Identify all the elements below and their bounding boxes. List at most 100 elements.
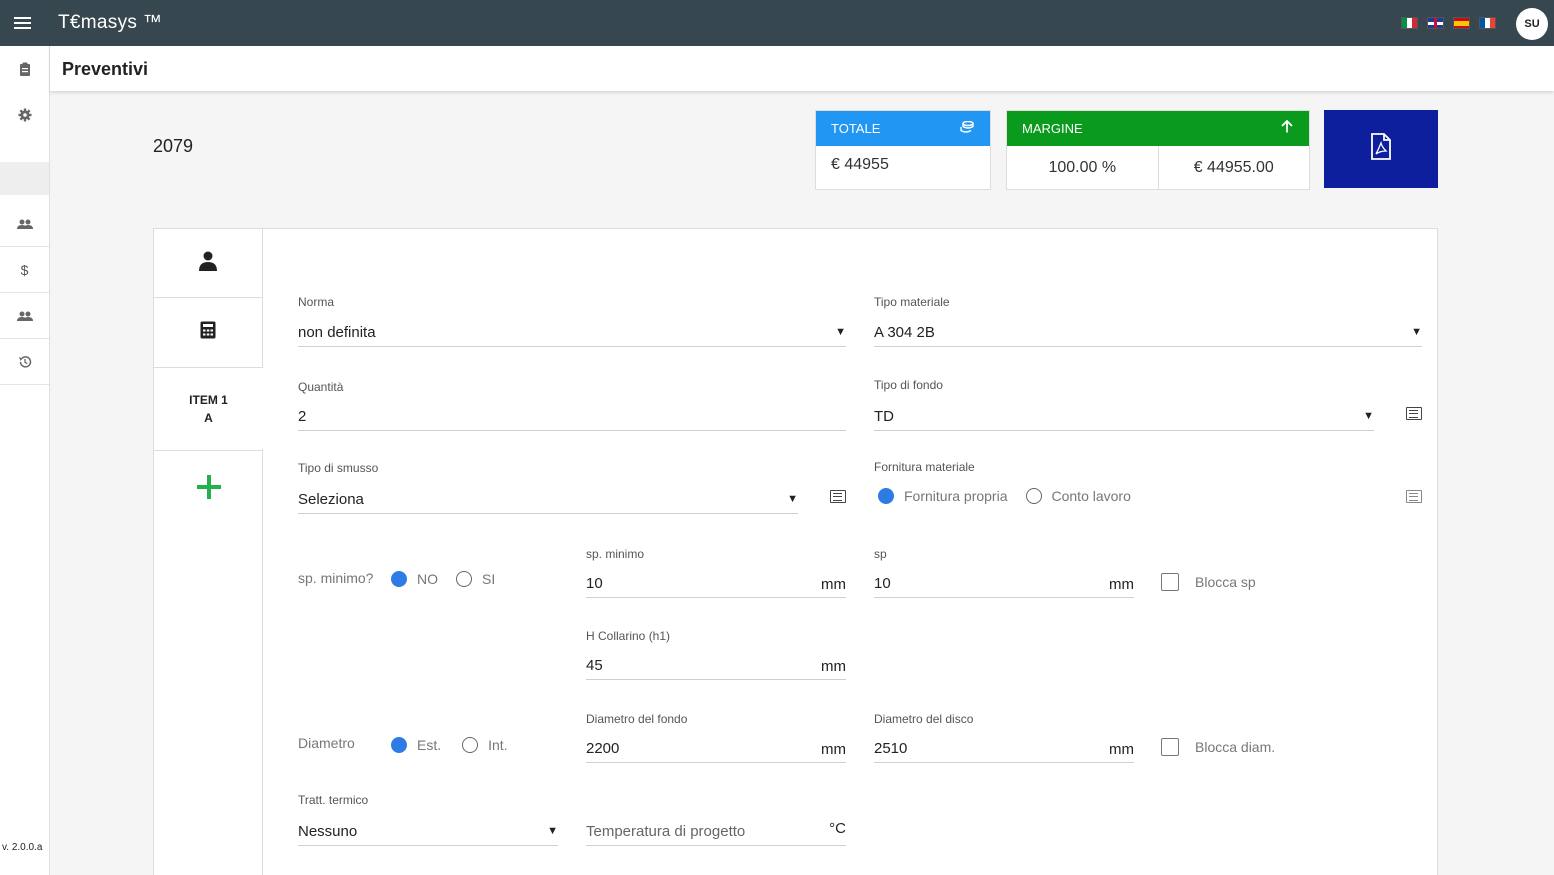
- tab-item-1[interactable]: ITEM 1 A: [154, 368, 263, 451]
- diametro-fondo-input-wrap[interactable]: 2200 mm: [586, 735, 846, 763]
- dollar-icon[interactable]: $: [0, 247, 49, 293]
- quote-item-panel: ITEM 1 A Norma non definita Tipo materia…: [153, 228, 1438, 875]
- language-flags: [1401, 17, 1496, 29]
- pdf-file-icon: [1370, 133, 1392, 165]
- blocca-sp-checkbox[interactable]: [1161, 573, 1179, 591]
- h-collarino-input-wrap[interactable]: 45 mm: [586, 652, 846, 680]
- fornitura-list-icon[interactable]: [1406, 490, 1422, 503]
- sp-input-wrap[interactable]: 10 mm: [874, 570, 1134, 598]
- sp-minimo-input-wrap[interactable]: 10 mm: [586, 570, 846, 598]
- h-collarino-field[interactable]: H Collarino (h1) 45 mm: [586, 629, 846, 680]
- tratt-termico-select[interactable]: Tratt. termico Nessuno: [298, 793, 558, 846]
- flag-es-icon[interactable]: [1453, 17, 1470, 29]
- page-title: Preventivi: [62, 59, 149, 79]
- norma-value[interactable]: non definita: [298, 319, 846, 347]
- tipo-smusso-list-icon[interactable]: [830, 490, 846, 503]
- tratt-termico-label: Tratt. termico: [298, 793, 369, 807]
- quantita-field[interactable]: Quantità 2: [298, 380, 846, 431]
- tipo-materiale-select[interactable]: Tipo materiale A 304 2B: [874, 295, 1422, 347]
- norma-select[interactable]: Norma non definita: [298, 295, 846, 347]
- tab-customer[interactable]: [154, 229, 263, 298]
- history-icon[interactable]: [0, 339, 49, 385]
- app-title: T€masys ™: [58, 12, 163, 33]
- conto-lavoro-radio[interactable]: [1025, 488, 1042, 504]
- diametro-disco-input-wrap[interactable]: 2510 mm: [874, 735, 1134, 763]
- diametro-radio-group: Est. Int.: [391, 737, 508, 753]
- sidebar-active-highlight: [0, 162, 49, 195]
- diametro-fondo-field[interactable]: Diametro del fondo 2200 mm: [586, 712, 846, 763]
- diametro-int-label: Int.: [488, 737, 508, 753]
- totale-value: € 44955: [831, 156, 889, 173]
- flag-uk-icon[interactable]: [1427, 17, 1444, 29]
- sp-minimo-si-radio[interactable]: [456, 571, 472, 587]
- sp-unit: mm: [1109, 576, 1134, 593]
- flag-fr-icon[interactable]: [1479, 17, 1496, 29]
- sp-minimo-input[interactable]: 10: [586, 575, 603, 592]
- diametro-disco-unit: mm: [1109, 741, 1134, 758]
- people-icon[interactable]: [0, 201, 49, 247]
- sp-minimo-radio-group: NO SI: [391, 571, 495, 587]
- person-icon: [199, 251, 217, 276]
- flag-it-icon[interactable]: [1401, 17, 1418, 29]
- gear-icon[interactable]: [0, 92, 49, 138]
- hamburger-icon[interactable]: [14, 17, 31, 29]
- temperatura-input-wrap[interactable]: Temperatura di progetto °C: [586, 818, 846, 846]
- blocca-diam-checkbox[interactable]: [1161, 738, 1179, 756]
- h-collarino-unit: mm: [821, 658, 846, 675]
- tipo-smusso-value[interactable]: Seleziona: [298, 486, 798, 514]
- diametro-fondo-input[interactable]: 2200: [586, 740, 620, 757]
- h-collarino-input[interactable]: 45: [586, 657, 603, 674]
- diametro-label: Diametro: [298, 735, 355, 751]
- tab-item-line2: A: [204, 411, 213, 425]
- tab-item-line1: ITEM 1: [189, 393, 228, 407]
- group-icon[interactable]: [0, 293, 49, 339]
- quantita-input[interactable]: 2: [298, 403, 846, 431]
- sidebar: $ v. 2.0.0.a: [0, 46, 50, 875]
- tratt-termico-value[interactable]: Nessuno: [298, 818, 558, 846]
- blocca-diam-checkbox-row[interactable]: Blocca diam.: [1161, 738, 1275, 756]
- add-item-button[interactable]: [154, 475, 263, 504]
- conto-lavoro-label: Conto lavoro: [1051, 488, 1131, 504]
- margine-amount: € 44955.00: [1157, 146, 1310, 190]
- diametro-est-radio[interactable]: [391, 737, 407, 753]
- page-header: Preventivi: [50, 46, 1554, 91]
- margine-header: MARGINE: [1007, 111, 1309, 146]
- diametro-int-radio[interactable]: [462, 737, 479, 753]
- fornitura-propria-label: Fornitura propria: [904, 488, 1008, 504]
- sp-label: sp: [874, 547, 887, 561]
- tipo-fondo-value[interactable]: TD: [874, 403, 1374, 431]
- tipo-fondo-select[interactable]: Tipo di fondo TD: [874, 378, 1374, 431]
- app-version: v. 2.0.0.a: [2, 842, 43, 853]
- tipo-fondo-list-icon[interactable]: [1406, 407, 1422, 420]
- diametro-disco-field[interactable]: Diametro del disco 2510 mm: [874, 712, 1134, 763]
- tipo-fondo-label: Tipo di fondo: [874, 378, 943, 392]
- tipo-materiale-label: Tipo materiale: [874, 295, 950, 309]
- fornitura-propria-radio[interactable]: [878, 488, 894, 504]
- diametro-disco-label: Diametro del disco: [874, 712, 974, 726]
- sp-minimo-field[interactable]: sp. minimo 10 mm: [586, 547, 846, 598]
- sp-minimo-no-radio[interactable]: [391, 571, 407, 587]
- blocca-sp-checkbox-row[interactable]: Blocca sp: [1161, 573, 1256, 591]
- diametro-disco-input[interactable]: 2510: [874, 740, 908, 757]
- temperatura-field[interactable]: Temperatura di progetto °C: [586, 811, 846, 846]
- clipboard-icon[interactable]: [0, 46, 49, 92]
- export-pdf-button[interactable]: [1324, 110, 1438, 188]
- tab-calculator[interactable]: [154, 298, 263, 368]
- fornitura-radio-group: Fornitura propria Conto lavoro: [878, 488, 1131, 504]
- coins-icon: [960, 120, 974, 136]
- item-tab-column: ITEM 1 A: [154, 229, 263, 504]
- user-avatar[interactable]: SU: [1516, 8, 1548, 40]
- arrow-up-icon: [1281, 119, 1293, 136]
- diametro-fondo-label: Diametro del fondo: [586, 712, 688, 726]
- temperatura-placeholder: Temperatura di progetto: [586, 823, 746, 840]
- diametro-est-label: Est.: [417, 737, 442, 753]
- sp-field[interactable]: sp 10 mm: [874, 547, 1134, 598]
- calculator-icon: [200, 321, 216, 344]
- tipo-smusso-label: Tipo di smusso: [298, 461, 379, 475]
- sp-input[interactable]: 10: [874, 575, 891, 592]
- sp-minimo-unit: mm: [821, 576, 846, 593]
- margine-percent: 100.00 %: [1048, 159, 1117, 176]
- tipo-smusso-select[interactable]: Tipo di smusso Seleziona: [298, 461, 798, 514]
- sp-minimo-si-label: SI: [482, 571, 496, 587]
- tipo-materiale-value[interactable]: A 304 2B: [874, 319, 1422, 347]
